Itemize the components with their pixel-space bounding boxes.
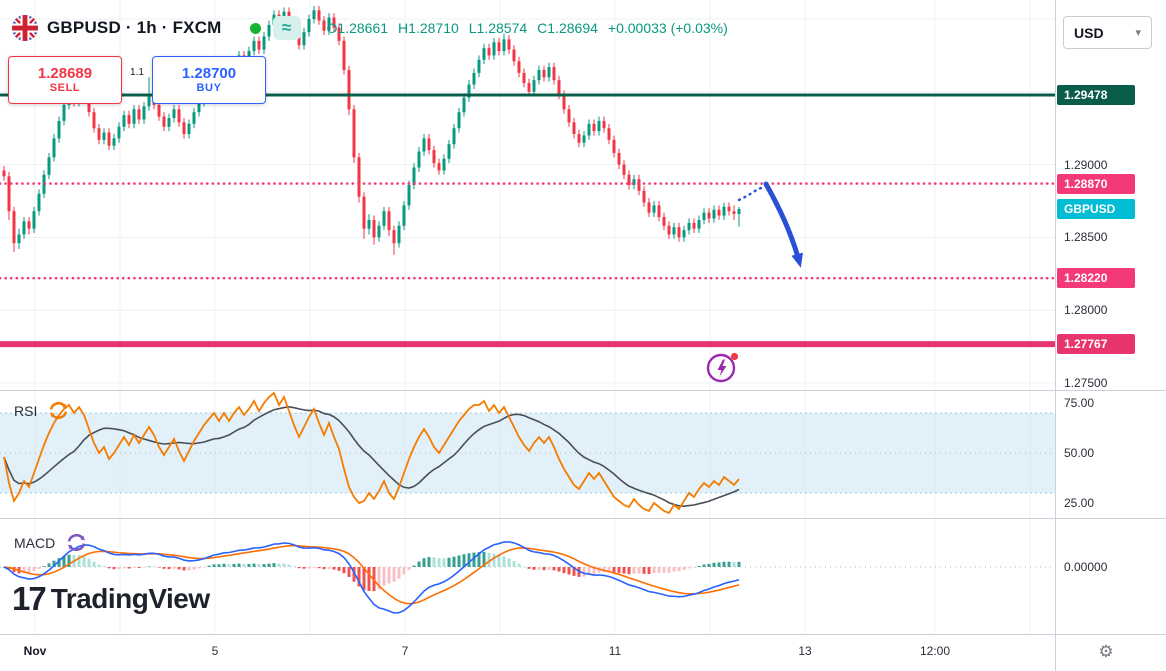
ohlc-open: O1.28661 xyxy=(326,20,389,36)
price-tick: 1.29000 xyxy=(1064,157,1108,172)
price-axis[interactable]: 1.29000 1.28500 1.28000 1.27500 75.00 50.00 25… xyxy=(1055,0,1166,634)
macd-label[interactable]: MACD xyxy=(14,534,56,551)
buy-label: BUY xyxy=(196,82,222,94)
rsi-label[interactable]: RSI xyxy=(14,402,38,419)
macd-histogram xyxy=(2,551,741,592)
currency-value: USD xyxy=(1074,24,1104,41)
time-tick: Nov xyxy=(23,644,47,658)
pane-resize-handle-rsi[interactable] xyxy=(0,390,1166,391)
ohlc-close: C1.28694 xyxy=(537,20,598,36)
ohlc-high: H1.28710 xyxy=(398,20,459,36)
rsi-tick: 25.00 xyxy=(1064,496,1095,510)
wave-badge-icon[interactable]: ≈ xyxy=(272,16,301,40)
price-tick: 1.28500 xyxy=(1064,230,1108,245)
macd-signal-line xyxy=(3,544,740,605)
price-tick: 1.27500 xyxy=(1064,375,1108,390)
forecast-arrow[interactable] xyxy=(763,181,803,268)
sell-price: 1.28689 xyxy=(37,65,93,82)
rsi-tick: 75.00 xyxy=(1064,396,1095,410)
tradingview-logo[interactable]: 17 TradingView xyxy=(12,580,210,618)
time-tick: 12:00 xyxy=(919,644,951,658)
symbol-price-label: GBPUSD xyxy=(1057,199,1135,220)
rsi-line xyxy=(3,391,740,515)
macd-refresh-icon[interactable] xyxy=(65,531,88,554)
flash-icon[interactable] xyxy=(704,349,740,390)
time-axis[interactable]: ⚙ Nov 5 7 11 13 12:00 xyxy=(0,634,1166,671)
macd-line xyxy=(3,541,740,614)
symbol-header: GBPUSD · 1h · FXCM ≈ O1.28661 H1.28710 L… xyxy=(12,15,728,41)
symbol-title[interactable]: GBPUSD · 1h · FXCM xyxy=(47,18,222,37)
price-level-label: 1.28220 xyxy=(1057,268,1135,289)
candlestick-series xyxy=(2,5,741,255)
ohlc-change: +0.00033 (+0.03%) xyxy=(607,20,728,36)
axis-corner-divider xyxy=(1055,635,1056,671)
time-tick: 7 xyxy=(401,644,409,658)
chart-region[interactable] xyxy=(0,0,1057,634)
tradingview-logo-text: TradingView xyxy=(50,583,210,614)
tradingview-logo-mark: 17 xyxy=(12,580,47,617)
settings-icon[interactable]: ⚙ xyxy=(1098,642,1114,661)
price-level-label: 1.29478 xyxy=(1057,85,1135,105)
time-tick: 13 xyxy=(798,644,812,658)
price-level-label: 1.28870 xyxy=(1057,173,1135,194)
price-tick: 1.28000 xyxy=(1064,303,1108,318)
buy-price: 1.28700 xyxy=(181,65,237,82)
ohlc-readout: O1.28661 H1.28710 L1.28574 C1.28694 +0.0… xyxy=(327,20,728,36)
pane-resize-handle-macd[interactable] xyxy=(0,518,1166,519)
notification-dot xyxy=(730,352,739,361)
chevron-down-icon: ▾ xyxy=(1135,27,1141,39)
ohlc-low: L1.28574 xyxy=(468,20,528,36)
projection-dotted-line[interactable] xyxy=(737,185,765,202)
rsi-tick: 50.00 xyxy=(1064,446,1095,460)
spread-box: 1.1 xyxy=(122,56,152,78)
rsi-band xyxy=(0,412,1055,568)
macd-pane-header: MACD xyxy=(14,531,88,554)
rsi-refresh-icon[interactable] xyxy=(47,399,70,422)
macd-tick: 0.00000 xyxy=(1064,560,1108,574)
price-level-label: 1.27767 xyxy=(1057,334,1135,355)
rsi-ma-line xyxy=(3,406,740,507)
sell-label: SELL xyxy=(49,82,81,94)
chart-canvas[interactable] xyxy=(0,0,1057,634)
currency-dropdown[interactable]: USD ▾ xyxy=(1063,16,1152,49)
time-tick: 11 xyxy=(608,644,622,658)
time-tick: 5 xyxy=(211,644,219,658)
spread-value: 1.1 xyxy=(128,67,146,78)
sell-button[interactable]: 1.28689 SELL xyxy=(8,56,122,104)
buy-button[interactable]: 1.28700 BUY xyxy=(152,56,266,104)
rsi-pane-header: RSI xyxy=(14,399,70,422)
uk-flag-icon xyxy=(12,15,38,41)
buy-sell-widget: 1.28689 SELL 1.1 1.28700 BUY xyxy=(8,56,266,104)
market-open-dot-icon xyxy=(249,22,261,34)
